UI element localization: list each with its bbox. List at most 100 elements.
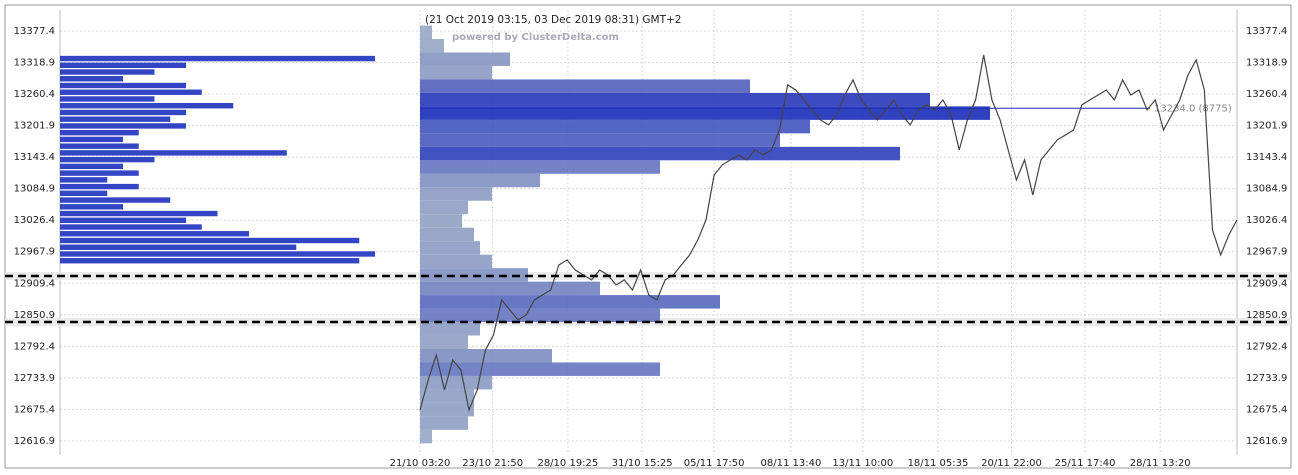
y-tick-label: 12850.9 [14, 310, 55, 321]
y-tick-label: 12675.4 [14, 404, 55, 415]
volume-bar [420, 322, 480, 336]
volume-bar [420, 146, 900, 161]
volume-bar [420, 187, 492, 201]
y-tick-label: 12909.4 [1246, 278, 1287, 289]
price-line [419, 54, 1238, 413]
volume-bar [420, 106, 990, 120]
profile-bar [60, 251, 375, 257]
profile-bar [60, 143, 139, 149]
volume-bar [420, 200, 468, 215]
profile-bar [60, 217, 186, 223]
profile-bar [60, 96, 155, 102]
y-tick-label: 13084.9 [1246, 184, 1287, 195]
volume-bar [420, 39, 444, 53]
x-tick-label: 18/11 05:35 [908, 458, 969, 469]
profile-bar [60, 244, 297, 250]
x-tick-label: 23/10 21:50 [462, 458, 523, 469]
profile-bar [60, 62, 186, 68]
y-tick-label: 13026.4 [14, 215, 55, 226]
volume-bar [420, 214, 462, 228]
profile-bar [60, 231, 249, 237]
volume-bar [420, 375, 492, 390]
y-tick-label: 13201.9 [1246, 121, 1287, 132]
profile-bar [60, 183, 139, 190]
y-tick-label: 13377.4 [1246, 26, 1287, 37]
volume-bar [420, 254, 492, 269]
volume-bar [420, 281, 600, 296]
y-tick-label: 13084.9 [14, 184, 55, 195]
profile-bar [60, 69, 155, 75]
y-tick-label: 13318.9 [14, 58, 55, 69]
volume-bar [420, 25, 432, 40]
x-tick-label: 20/11 22:00 [981, 458, 1042, 469]
profile-bar [60, 258, 360, 264]
y-tick-label: 13377.4 [14, 26, 55, 37]
profile-bar [60, 89, 202, 95]
profile-bar [60, 190, 108, 197]
profile-bar [60, 156, 155, 163]
y-tick-label: 12616.9 [1246, 436, 1287, 447]
volume-bar [420, 79, 750, 93]
volume-bar [420, 92, 930, 107]
frame [4, 4, 1292, 469]
volume-bar [420, 308, 660, 323]
y-tick-label: 12792.4 [14, 341, 55, 352]
volume-bar [420, 133, 780, 147]
profile-bar [60, 123, 186, 129]
volume-bar [420, 65, 492, 80]
y-tick-label: 13201.9 [14, 121, 55, 132]
y-tick-label: 12792.4 [1246, 341, 1287, 352]
volume-bar [420, 295, 720, 309]
x-tick-label: 13/11 10:00 [832, 458, 893, 469]
volume-bar [420, 402, 474, 417]
volume-bar [420, 173, 540, 188]
profile-bar [60, 237, 360, 244]
y-tick-label: 13143.4 [1246, 152, 1287, 163]
y-tick-label: 13318.9 [1246, 58, 1287, 69]
x-tick-label: 05/11 17:50 [684, 458, 745, 469]
y-tick-label: 13260.4 [14, 89, 55, 100]
poc-label: 13234.0 (8775) [1154, 103, 1232, 114]
profile-bar [60, 210, 218, 217]
profile-bar [60, 150, 287, 156]
x-tick-label: 25/11 17:40 [1055, 458, 1116, 469]
volume-bar [420, 349, 552, 363]
profile-bar [60, 224, 202, 230]
profile-bar [60, 136, 123, 143]
profile-bar [60, 163, 123, 170]
profile-bar [60, 204, 123, 210]
profile-bar [60, 197, 171, 203]
y-tick-label: 12967.9 [14, 247, 55, 258]
profile-bar [60, 103, 234, 109]
volume-bar [420, 416, 468, 430]
volume-bar [420, 362, 660, 376]
y-tick-label: 12616.9 [14, 436, 55, 447]
y-tick-label: 12733.9 [14, 373, 55, 384]
y-tick-label: 12909.4 [14, 278, 55, 289]
y-tick-label: 12675.4 [1246, 404, 1287, 415]
profile-bar [60, 82, 186, 89]
x-tick-label: 21/10 03:20 [390, 458, 451, 469]
chart-title: (21 Oct 2019 03:15, 03 Dec 2019 08:31) G… [425, 14, 681, 26]
profile-bar [60, 177, 108, 183]
y-tick-label: 12733.9 [1246, 373, 1287, 384]
x-tick-label: 28/11 13:20 [1130, 458, 1191, 469]
y-tick-label: 12967.9 [1246, 247, 1287, 258]
volume-bar [420, 389, 474, 403]
volume-bar [420, 227, 474, 242]
y-tick-label: 13026.4 [1246, 215, 1287, 226]
volume-bar [420, 52, 510, 66]
y-tick-label: 13143.4 [14, 152, 55, 163]
volume-bar [420, 241, 480, 255]
y-tick-label: 13260.4 [1246, 89, 1287, 100]
profile-bar [60, 116, 171, 122]
volume-bar [420, 119, 810, 134]
y-tick-label: 12850.9 [1246, 310, 1287, 321]
x-tick-label: 31/10 15:25 [612, 458, 673, 469]
chart-subtitle: powered by ClusterDelta.com [452, 32, 619, 43]
volume-bar [420, 335, 468, 350]
profile-bar [60, 129, 139, 136]
profile-bar [60, 109, 186, 116]
x-tick-label: 08/11 13:40 [761, 458, 822, 469]
